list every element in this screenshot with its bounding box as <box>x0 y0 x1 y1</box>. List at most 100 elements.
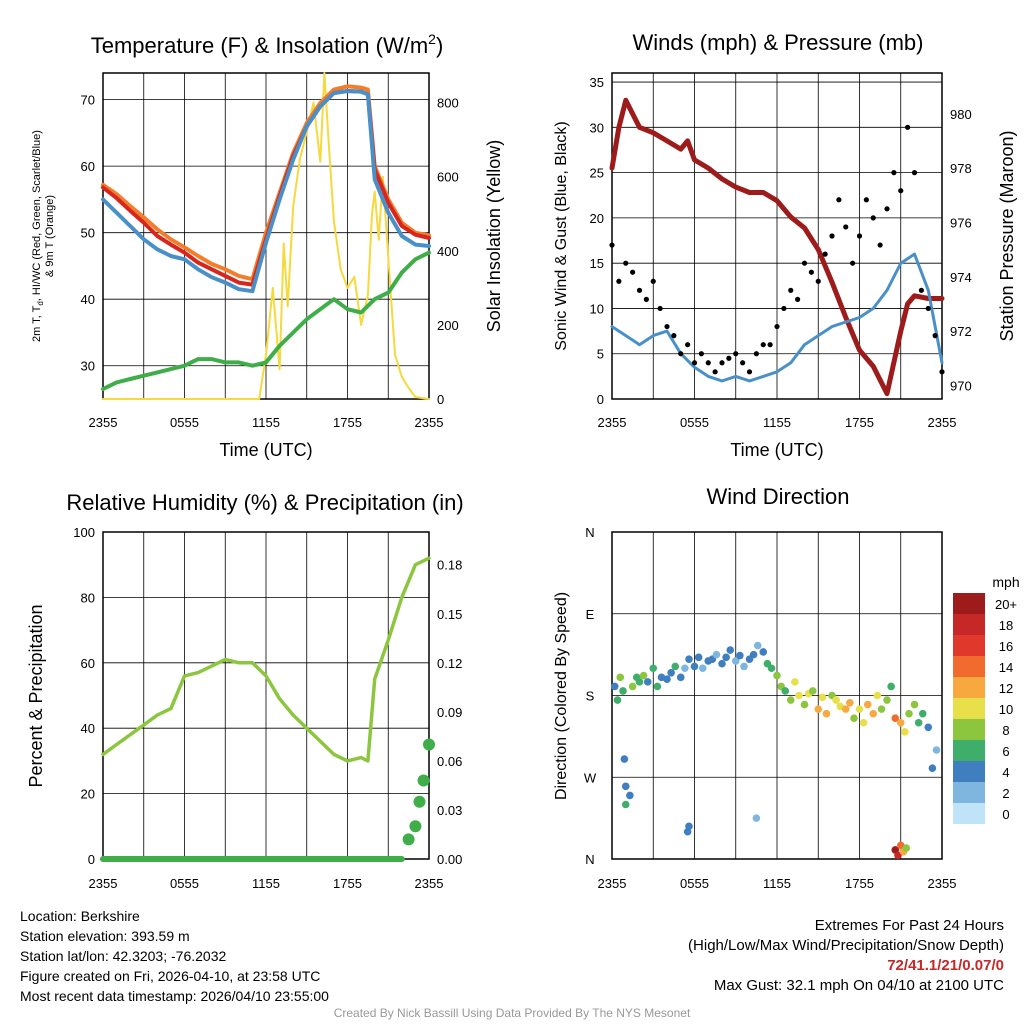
legend-swatch <box>953 698 985 719</box>
recent-text: Most recent data timestamp: 2026/04/10 2… <box>20 988 329 1004</box>
y2-tick-label: 200 <box>437 318 459 333</box>
gust-point <box>898 188 904 194</box>
gust-point <box>815 278 821 284</box>
time-tick-label: 0555 <box>170 876 199 891</box>
legend-label: 6 <box>1002 744 1009 759</box>
gust-point <box>705 360 711 366</box>
gust-point <box>781 305 787 312</box>
max-gust-text: Max Gust: 32.1 mph On 04/10 at 2100 UTC <box>713 977 1004 994</box>
direction-point <box>910 700 919 709</box>
y-tick-label: 25 <box>590 166 604 181</box>
direction-tick-label: S <box>586 689 595 704</box>
direction-point <box>832 696 840 704</box>
temperature-ylabel: 2m T, Td, HI/WC (Red, Green, Scarlet/Blu… <box>31 130 56 342</box>
y-tick-label: 60 <box>81 159 95 174</box>
legend-swatch <box>953 761 985 782</box>
direction-point <box>924 723 933 732</box>
gust-point <box>616 278 622 284</box>
temperature-xlabel: Time (UTC) <box>219 440 312 460</box>
gust-point <box>746 369 753 375</box>
direction-point <box>616 673 625 682</box>
insolation-line <box>102 72 430 400</box>
y2-tick-label: 972 <box>950 324 972 339</box>
y2-tick-label: 800 <box>437 96 459 111</box>
direction-point <box>795 691 803 700</box>
gust-point <box>836 197 842 203</box>
y2-tick-label: 0 <box>437 392 444 407</box>
y-tick-label: 20 <box>81 787 95 802</box>
gust-point <box>788 287 794 293</box>
direction-point <box>740 662 748 671</box>
svg-text:2m T, Td, HI/WC (Red, Green, S: 2m T, Td, HI/WC (Red, Green, Scarlet/Blu… <box>31 130 45 342</box>
direction-point <box>752 814 761 822</box>
direction-point <box>896 718 905 727</box>
humidity-precip-panel: Relative Humidity (%) & Precipitation (i… <box>26 490 464 891</box>
gust-point <box>726 355 732 361</box>
direction-point <box>902 844 911 852</box>
direction-point <box>859 718 868 727</box>
legend-label: 12 <box>999 681 1013 696</box>
direction-point <box>685 655 693 663</box>
gust-point <box>905 124 911 130</box>
gust-point <box>719 360 725 366</box>
direction-point <box>894 851 902 860</box>
direction-point <box>635 678 644 686</box>
gust-point <box>795 296 801 302</box>
humidity-line <box>101 556 431 763</box>
extremes-info: Extremes For Past 24 Hours (High/Low/Max… <box>688 916 1004 996</box>
time-tick-label: 1755 <box>845 876 874 891</box>
direction-point <box>791 678 799 686</box>
time-tick-label: 2355 <box>89 876 118 891</box>
gust-point <box>671 333 677 339</box>
time-tick-label: 1155 <box>763 415 791 430</box>
humidity-title: Relative Humidity (%) & Precipitation (i… <box>66 490 463 515</box>
gust-point <box>657 305 663 312</box>
direction-point <box>653 682 662 691</box>
y2-tick-label: 0.06 <box>437 754 462 769</box>
gust-point <box>630 269 636 275</box>
legend-label: 0 <box>1002 807 1009 822</box>
direction-point <box>914 718 923 727</box>
y-tick-label: 40 <box>81 292 95 307</box>
direction-point <box>918 709 927 718</box>
gust-point <box>863 197 869 203</box>
gust-point <box>801 260 808 266</box>
created-text: Figure created on Fri, 2026-04-10, at 23… <box>20 968 321 984</box>
gust-point <box>691 360 698 366</box>
y-tick-label: 40 <box>81 721 95 736</box>
time-tick-label: 2355 <box>598 415 627 430</box>
direction-point <box>663 675 671 683</box>
y-tick-label: 80 <box>81 590 95 605</box>
direction-point <box>773 671 781 680</box>
direction-point <box>901 728 909 736</box>
gust-point <box>753 351 759 357</box>
precip-point <box>402 833 415 846</box>
gust-point <box>685 342 691 348</box>
time-tick-label: 2355 <box>415 876 444 891</box>
direction-point <box>822 709 831 718</box>
time-tick-label: 2355 <box>928 415 957 430</box>
gust-point <box>774 323 780 330</box>
direction-point <box>818 693 827 702</box>
credit-text: Created By Nick Bassill Using Data Provi… <box>333 1006 691 1020</box>
direction-point <box>731 657 740 665</box>
gust-point <box>925 305 931 312</box>
direction-point <box>759 648 768 656</box>
y2-tick-label: 0.15 <box>437 607 462 622</box>
direction-point <box>628 682 637 691</box>
precip-point <box>409 820 422 833</box>
wind-ylabel: Sonic Wind & Gust (Blue, Black) <box>553 121 570 350</box>
gust-point <box>760 342 766 348</box>
gust-point <box>733 351 739 357</box>
gust-point <box>932 333 938 339</box>
y-tick-label: 70 <box>81 93 95 108</box>
legend-swatch <box>953 677 985 698</box>
direction-point <box>649 664 658 673</box>
y2-tick-label: 976 <box>950 215 972 230</box>
legend-swatch <box>953 803 985 824</box>
direction-point <box>685 822 693 831</box>
wind-pressure-panel: Winds (mph) & Pressure (mb) 2355 0555 1155… <box>553 30 1017 460</box>
direction-point <box>905 709 913 718</box>
y2-tick-label: 0.18 <box>437 558 462 573</box>
direction-point <box>621 782 630 791</box>
